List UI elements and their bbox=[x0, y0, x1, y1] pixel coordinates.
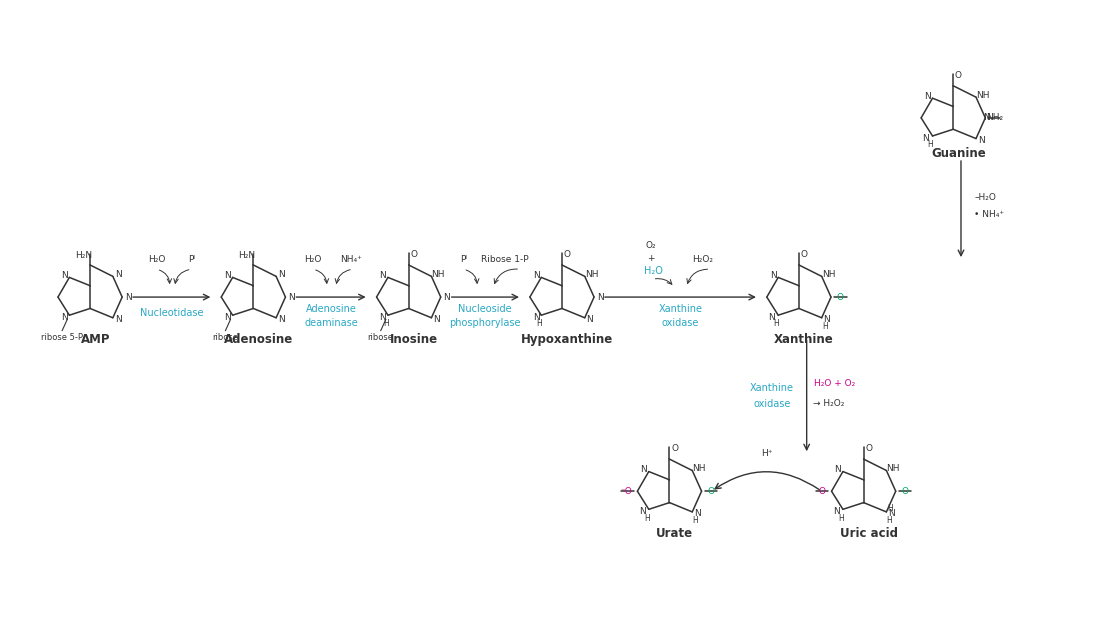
Text: N: N bbox=[61, 313, 68, 322]
Text: H: H bbox=[773, 320, 779, 329]
Text: H₂O + O₂: H₂O + O₂ bbox=[814, 379, 855, 388]
Text: NH₂: NH₂ bbox=[986, 113, 1004, 122]
Text: Guanine: Guanine bbox=[931, 147, 986, 160]
Text: O: O bbox=[801, 250, 808, 259]
Text: Pᴵ: Pᴵ bbox=[188, 255, 195, 264]
Text: AMP: AMP bbox=[81, 333, 110, 346]
Text: N: N bbox=[597, 293, 604, 302]
Text: N: N bbox=[125, 293, 132, 302]
Text: N: N bbox=[640, 465, 647, 474]
Text: Urate: Urate bbox=[656, 527, 694, 540]
Text: H: H bbox=[927, 140, 933, 149]
Text: N: N bbox=[533, 313, 540, 322]
Text: O: O bbox=[671, 445, 678, 453]
Text: NH: NH bbox=[886, 464, 900, 473]
Text: N: N bbox=[278, 270, 285, 279]
Text: N: N bbox=[833, 507, 840, 516]
Text: Uric acid: Uric acid bbox=[840, 527, 897, 540]
Text: NH₄⁺: NH₄⁺ bbox=[340, 255, 362, 264]
Text: oxidase: oxidase bbox=[661, 318, 699, 328]
Text: N: N bbox=[768, 313, 774, 322]
Text: H: H bbox=[536, 320, 542, 329]
Text: Inosine: Inosine bbox=[390, 333, 438, 346]
Text: N: N bbox=[834, 465, 841, 474]
Text: N: N bbox=[638, 507, 646, 516]
Text: N: N bbox=[889, 510, 895, 519]
Text: Xanthine: Xanthine bbox=[774, 333, 834, 346]
Text: N: N bbox=[983, 113, 989, 122]
Text: O: O bbox=[902, 487, 909, 496]
Text: H⁺: H⁺ bbox=[761, 449, 772, 458]
Text: N: N bbox=[443, 293, 450, 302]
Text: O: O bbox=[865, 445, 872, 453]
Text: oxidase: oxidase bbox=[753, 399, 790, 409]
Text: → H₂O₂: → H₂O₂ bbox=[813, 399, 844, 408]
Text: N: N bbox=[433, 315, 440, 324]
Text: H: H bbox=[888, 504, 893, 514]
Text: Xanthine: Xanthine bbox=[658, 304, 702, 314]
Text: N: N bbox=[586, 315, 593, 324]
Text: O: O bbox=[955, 71, 962, 80]
Text: O₂: O₂ bbox=[645, 241, 656, 250]
Text: deaminase: deaminase bbox=[304, 318, 358, 328]
Text: O: O bbox=[707, 487, 715, 496]
Text: Nucleotidase: Nucleotidase bbox=[140, 308, 204, 318]
Text: N: N bbox=[114, 270, 122, 279]
Text: N: N bbox=[694, 510, 701, 519]
Text: NH: NH bbox=[585, 270, 598, 279]
Text: H: H bbox=[822, 322, 828, 331]
Text: phosphorylase: phosphorylase bbox=[450, 318, 521, 328]
Text: O: O bbox=[837, 293, 844, 302]
Text: H: H bbox=[838, 514, 843, 523]
Text: Ribose 1-P: Ribose 1-P bbox=[481, 255, 529, 264]
Text: O: O bbox=[410, 250, 418, 259]
Text: H: H bbox=[692, 516, 698, 525]
Text: Adenosine: Adenosine bbox=[306, 304, 357, 314]
Text: N: N bbox=[379, 313, 386, 322]
Text: H: H bbox=[886, 516, 892, 525]
Text: • NH₄⁺: • NH₄⁺ bbox=[974, 211, 1004, 219]
Text: N: N bbox=[114, 315, 122, 324]
Text: H₂N: H₂N bbox=[74, 251, 92, 260]
Text: N: N bbox=[61, 271, 68, 280]
Text: ribose: ribose bbox=[213, 334, 238, 342]
Text: N: N bbox=[924, 92, 931, 100]
Text: NH: NH bbox=[692, 464, 706, 473]
Text: Hypoxanthine: Hypoxanthine bbox=[521, 333, 613, 346]
Text: N: N bbox=[278, 315, 285, 324]
Text: N: N bbox=[288, 293, 295, 302]
Text: H: H bbox=[383, 320, 389, 329]
Text: N: N bbox=[533, 271, 540, 280]
Text: H₂N: H₂N bbox=[238, 251, 255, 260]
Text: Adenosine: Adenosine bbox=[224, 333, 294, 346]
Text: NH: NH bbox=[976, 90, 989, 100]
Text: N: N bbox=[923, 134, 930, 142]
Text: Xanthine: Xanthine bbox=[750, 382, 793, 393]
Text: N: N bbox=[977, 136, 985, 145]
Text: +: + bbox=[647, 254, 655, 263]
Text: O: O bbox=[819, 487, 825, 496]
Text: N: N bbox=[770, 271, 777, 280]
Text: ribose: ribose bbox=[368, 334, 393, 342]
Text: O: O bbox=[564, 250, 571, 259]
Text: ribose 5-P: ribose 5-P bbox=[41, 334, 83, 342]
Text: N: N bbox=[379, 271, 386, 280]
Text: –H₂O: –H₂O bbox=[975, 192, 997, 201]
Text: H₂O₂: H₂O₂ bbox=[691, 255, 712, 264]
Text: Pᴵ: Pᴵ bbox=[460, 255, 466, 264]
Text: ⁻O: ⁻O bbox=[620, 487, 632, 496]
Text: NH: NH bbox=[822, 270, 835, 279]
Text: NH: NH bbox=[431, 270, 445, 279]
Text: N: N bbox=[823, 315, 830, 324]
Text: N: N bbox=[224, 271, 230, 280]
Text: H: H bbox=[644, 514, 649, 523]
Text: H₂O: H₂O bbox=[305, 255, 321, 264]
Text: H₂O: H₂O bbox=[644, 266, 663, 276]
Text: Nucleoside: Nucleoside bbox=[459, 304, 512, 314]
Text: N: N bbox=[224, 313, 230, 322]
Text: H₂O: H₂O bbox=[148, 255, 165, 264]
